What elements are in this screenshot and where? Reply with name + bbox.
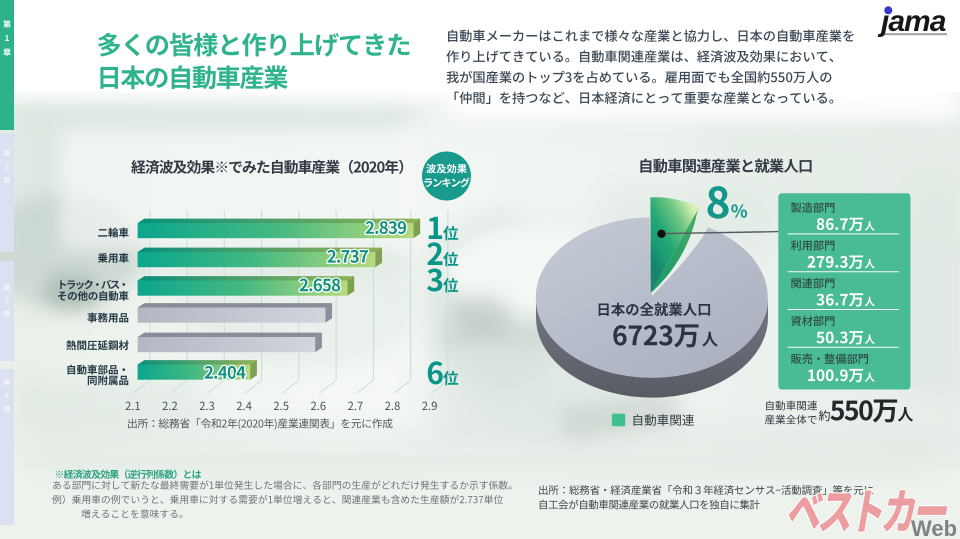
svg-text:Web: Web xyxy=(911,516,957,539)
